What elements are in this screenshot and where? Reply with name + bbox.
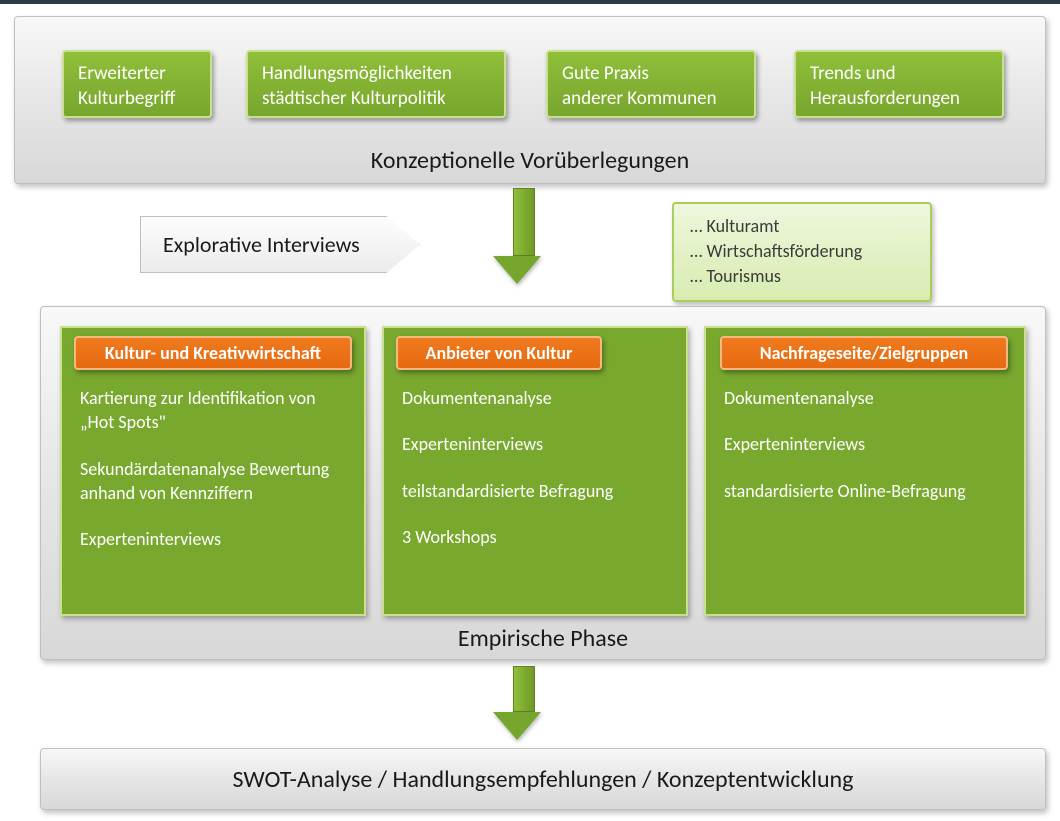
concept-box-2-text: Handlungsmöglichkeitenstädtischer Kultur… <box>262 62 452 110</box>
col2-item-1: Dokumentenanalyse <box>402 386 668 410</box>
final-title: SWOT-Analyse / Handlungsempfehlungen / K… <box>41 765 1045 794</box>
concept-box-3: Gute Praxisanderer Kommunen <box>546 50 756 118</box>
col2-item-4: 3 Workshops <box>402 525 668 549</box>
stakeholder-3: … Tourismus <box>690 264 914 289</box>
stakeholder-1: … Kulturamt <box>690 214 914 239</box>
concept-box-3-text: Gute Praxisanderer Kommunen <box>562 62 717 110</box>
concept-box-1-text: ErweiterterKulturbegriff <box>78 62 175 110</box>
stakeholder-2: … Wirtschaftsförderung <box>690 239 914 264</box>
section1-title: Konzeptionelle Vorüberlegungen <box>15 146 1045 175</box>
col2-item-2: Experteninterviews <box>402 432 668 456</box>
col1-item-3: Experteninterviews <box>80 527 346 551</box>
col1-item-1: Kartierung zur Identifikation von „Hot S… <box>80 386 346 435</box>
concept-box-1: ErweiterterKulturbegriff <box>62 50 212 118</box>
arrow-2 <box>506 666 541 740</box>
section2-title: Empirische Phase <box>41 624 1045 653</box>
concept-box-4-text: Trends undHerausforderungen <box>810 62 960 110</box>
concept-box-2: Handlungsmöglichkeitenstädtischer Kultur… <box>246 50 506 118</box>
col3-header: Nachfrageseite/Zielgruppen <box>720 336 1008 370</box>
interviews-pentagon: Explorative Interviews <box>140 216 420 273</box>
col3-item-1: Dokumentenanalyse <box>724 386 1006 410</box>
col1-item-2: Sekundärdatenanalyse Bewertung anhand vo… <box>80 457 346 506</box>
stakeholders-box: … Kulturamt … Wirtschaftsförderung … Tou… <box>672 202 932 302</box>
concept-box-4: Trends undHerausforderungen <box>794 50 1004 118</box>
arrow-1 <box>506 188 541 284</box>
col1-header: Kultur- und Kreativwirtschaft <box>74 336 352 370</box>
interviews-label: Explorative Interviews <box>163 231 360 258</box>
col2-item-3: teilstandardisierte Befragung <box>402 479 668 503</box>
panel-final: SWOT-Analyse / Handlungsempfehlungen / K… <box>40 748 1046 810</box>
col2-header: Anbieter von Kultur <box>396 336 602 370</box>
col3-item-3: standardisierte Online-Befragung <box>724 479 1006 503</box>
col3-item-2: Experteninterviews <box>724 432 1006 456</box>
